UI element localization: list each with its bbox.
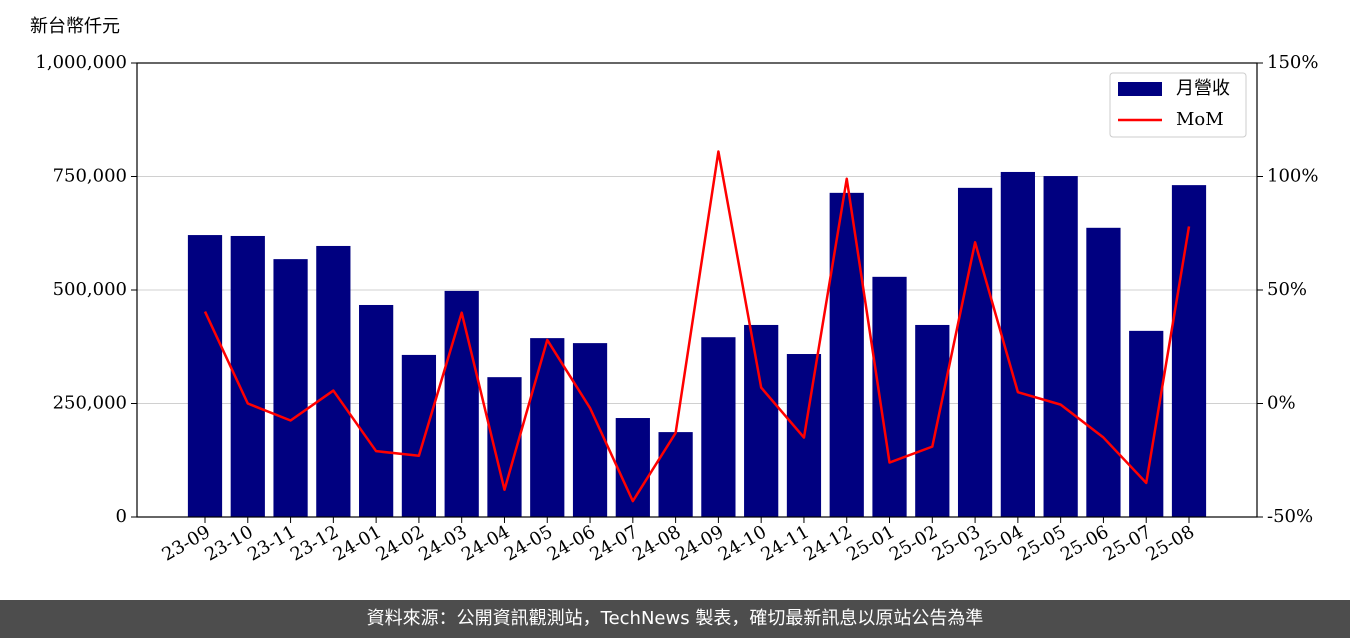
bar [829, 192, 864, 517]
x-tick-label: 23-11 [244, 521, 299, 565]
bar [872, 276, 907, 517]
y2-tick-label: 100% [1267, 166, 1318, 187]
bar [530, 338, 565, 517]
bar [572, 343, 608, 517]
y-tick-label: 0 [116, 506, 127, 527]
x-tick-label: 24-03 [415, 521, 470, 565]
x-tick-label: 24-02 [372, 521, 427, 565]
x-tick-label: 25-07 [1100, 521, 1155, 565]
x-tick-label: 25-02 [886, 521, 941, 565]
footer-bar [0, 600, 1350, 638]
x-tick-label: 23-12 [287, 521, 342, 565]
x-tick-label: 24-09 [672, 521, 727, 565]
bar [915, 324, 950, 517]
bar [1086, 227, 1121, 517]
x-tick-label: 24-04 [458, 521, 513, 565]
plot-frame [136, 62, 1258, 518]
y2-tick-label: 0% [1267, 393, 1296, 414]
x-tick-label: 24-08 [629, 521, 684, 565]
x-tick-label: 25-05 [1014, 521, 1069, 565]
x-tick-label: 24-01 [330, 521, 385, 565]
legend-label: 月營收 [1176, 78, 1230, 99]
bar [658, 432, 693, 517]
x-tick-label: 24-05 [501, 521, 556, 565]
x-tick-label: 25-06 [1057, 521, 1112, 565]
y-axis-title: 新台幣仟元 [30, 16, 120, 37]
bar [401, 354, 437, 517]
y-tick-label: 500,000 [53, 279, 127, 300]
mom-line [203, 150, 1191, 503]
x-tick-label: 24-10 [715, 521, 770, 565]
x-tick-label: 25-03 [929, 521, 984, 565]
y-tick-label: 750,000 [53, 166, 127, 187]
y2-tick-label: 50% [1267, 279, 1307, 300]
y-tick-label: 1,000,000 [35, 52, 127, 73]
bar [1043, 176, 1078, 517]
x-tick-label: 25-08 [1143, 521, 1198, 565]
x-tick-label: 25-01 [843, 521, 898, 565]
bar [744, 324, 779, 517]
bar [444, 290, 479, 517]
y2-tick-label: 150% [1267, 52, 1318, 73]
x-tick-label: 24-11 [758, 521, 813, 565]
bar [273, 259, 308, 517]
x-tick-label: 24-12 [800, 521, 855, 565]
x-tick-label: 24-07 [586, 521, 641, 565]
y2-tick-label: -50% [1267, 506, 1313, 527]
bar [957, 187, 993, 517]
footer-source: 資料來源：公開資訊觀測站，TechNews 製表，確切最新訊息以原站公告為準 [367, 608, 984, 629]
x-tick-label: 25-04 [971, 521, 1026, 565]
bar [316, 245, 351, 517]
bar [187, 235, 223, 518]
bar [1000, 171, 1035, 517]
x-tick-label: 24-06 [544, 521, 599, 565]
x-tick-label: 23-09 [159, 521, 214, 565]
bar [1171, 185, 1207, 517]
y-tick-label: 250,000 [53, 393, 127, 414]
bar [359, 304, 394, 517]
bar [1129, 330, 1164, 517]
bar [701, 337, 736, 517]
legend-swatch [1118, 82, 1162, 96]
legend-label: MoM [1176, 109, 1224, 130]
x-tick-label: 23-10 [201, 521, 256, 565]
